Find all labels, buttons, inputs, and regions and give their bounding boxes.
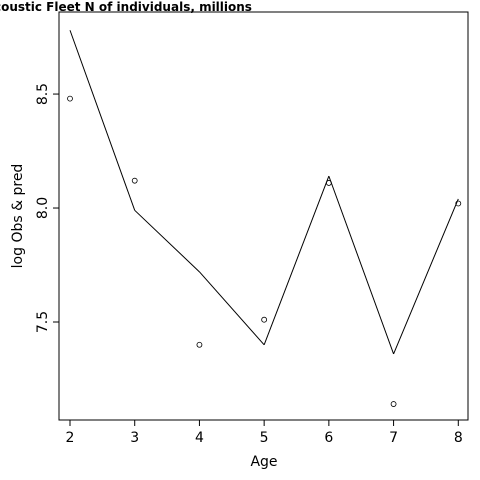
obs-point-2 — [196, 341, 203, 348]
obs-point-0 — [67, 95, 73, 102]
x-tick-label-3: 5 — [260, 430, 269, 446]
y-tick-label-2: 8.5 — [35, 83, 51, 105]
obs-point-5 — [390, 401, 397, 407]
chart-marks: 2 3 4 5 6 7 8 7.5 8.0 8.5 — [35, 30, 463, 446]
pred-line-segment-4 — [328, 175, 395, 355]
y-tick-label-0: 7.5 — [35, 311, 51, 333]
x-tick-label-5: 7 — [389, 430, 398, 446]
pred-line-segment-5 — [393, 198, 459, 355]
plot-frame — [58, 11, 469, 421]
x-tick-label-1: 3 — [130, 430, 139, 446]
y-axis-label: log Obs & pred — [10, 164, 26, 269]
x-tick-label-4: 6 — [324, 430, 333, 446]
obs-point-6 — [455, 200, 462, 207]
obs-point-1 — [131, 177, 138, 184]
obs-point-4 — [325, 180, 332, 186]
y-tick-label-1: 8.0 — [35, 197, 51, 219]
x-axis-label: Age — [250, 454, 277, 470]
chart-title: coustic Fleet N of individuals, millions — [0, 0, 252, 14]
pred-line-segment-1 — [134, 209, 200, 273]
obs-point-3 — [261, 316, 268, 323]
pred-line-segment-0 — [69, 30, 136, 211]
x-tick-label-2: 4 — [195, 430, 204, 446]
pred-line-segment-2 — [199, 271, 265, 346]
pred-line-segment-3 — [263, 175, 330, 345]
x-tick-label-0: 2 — [66, 430, 75, 446]
x-tick-label-6: 8 — [454, 430, 463, 446]
